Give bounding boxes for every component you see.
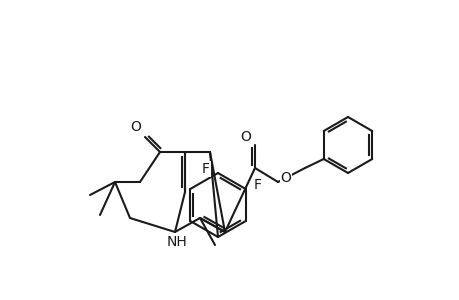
Text: NH: NH xyxy=(166,235,187,249)
Text: O: O xyxy=(280,171,291,185)
Text: O: O xyxy=(130,120,141,134)
Text: F: F xyxy=(253,178,261,192)
Text: F: F xyxy=(202,162,210,176)
Text: O: O xyxy=(240,130,251,144)
